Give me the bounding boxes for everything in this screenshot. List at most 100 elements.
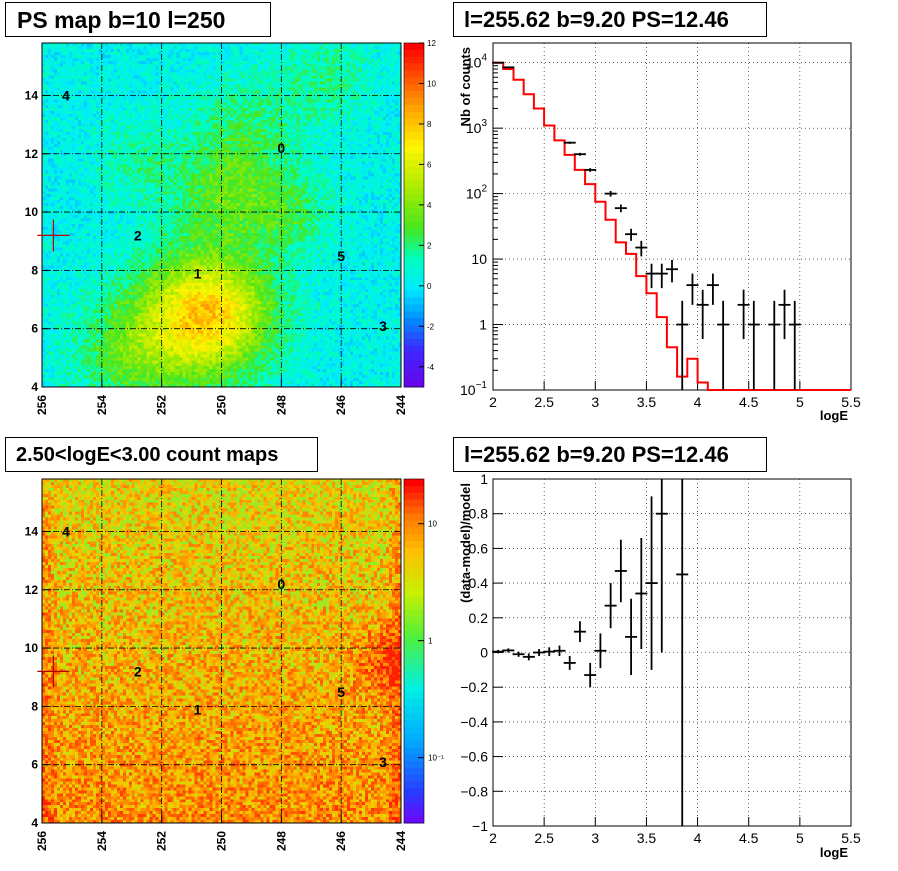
heatmap-cell [317,137,321,142]
heatmap-cell [128,123,133,127]
heatmap-cell [95,75,100,79]
heatmap-cell [167,75,171,79]
heatmap-cell [395,123,399,127]
heatmap-cell [50,69,55,73]
heatmap-cell [71,96,76,100]
heatmap-cell [116,66,121,70]
heatmap-cell [332,96,336,100]
heatmap-cell [77,137,82,142]
heatmap-cell [212,54,216,59]
heatmap-cell [200,69,204,73]
heatmap-cell [320,96,324,100]
heatmap-cell [287,90,291,94]
heatmap-cell [62,51,67,56]
heatmap-cell [239,158,243,162]
heatmap-cell [323,45,327,50]
heatmap-cell [350,123,354,127]
heatmap-cell [170,99,174,103]
heatmap-cell [323,140,327,145]
heatmap-cell [224,69,228,73]
heatmap-cell [335,114,339,118]
heatmap-cell [110,134,115,139]
heatmap-cell [272,87,276,91]
heatmap-cell [65,143,70,148]
heatmap-cell [89,54,94,59]
heatmap-cell [311,143,315,148]
heatmap-cell [290,84,294,88]
heatmap-cell [323,78,327,82]
heatmap-cell [56,48,61,53]
heatmap-cell [200,102,204,106]
heatmap-cell [266,63,270,68]
heatmap-cell [275,134,279,139]
heatmap-cell [344,48,348,53]
heatmap-cell [83,105,88,109]
heatmap-cell [308,84,312,88]
heatmap-cell [353,152,357,156]
heatmap-cell [305,120,309,124]
heatmap-cell [161,123,165,127]
heatmap-cell [131,143,136,148]
heatmap-cell [320,129,324,133]
heatmap-cell [275,66,279,70]
heatmap-cell [116,75,121,79]
heatmap-cell [398,51,402,56]
heatmap-cell [47,75,52,79]
heatmap-cell [62,143,67,148]
heatmap-cell [371,123,375,127]
heatmap-cell [230,84,234,88]
heatmap-cell [302,117,306,121]
heatmap-cell [362,75,366,79]
heatmap-cell [179,108,183,112]
heatmap-cell [287,69,291,73]
heatmap-cell [170,143,174,148]
heatmap-cell [320,69,324,73]
heatmap-cell [290,105,294,109]
heatmap-cell [326,81,330,85]
heatmap-cell [203,108,207,112]
heatmap-cell [149,126,153,130]
heatmap-cell [146,120,150,124]
heatmap-cell [365,84,369,88]
heatmap-cell [269,84,273,88]
heatmap-cell [380,158,384,162]
heatmap-cell [119,131,124,136]
heatmap-cell [386,75,390,79]
heatmap-cell [317,72,321,76]
heatmap-cell [113,120,118,124]
heatmap-cell [368,137,372,142]
heatmap-cell [212,164,216,168]
heatmap-cell [59,143,64,148]
heatmap-cell [239,123,243,127]
heatmap-cell [332,66,336,70]
heatmap-cell [161,54,165,59]
heatmap-cell [44,158,49,162]
heatmap-cell [42,43,46,47]
heatmap-cell [389,117,393,121]
heatmap-cell [311,51,315,56]
heatmap-cell [344,108,348,112]
heatmap-cell [281,43,285,47]
heatmap-cell [233,114,237,118]
heatmap-cell [362,54,366,59]
heatmap-cell [146,155,150,159]
heatmap-cell [80,96,85,100]
heatmap-cell [239,120,243,124]
heatmap-cell [278,114,282,118]
heatmap-cell [104,60,109,65]
heatmap-cell [245,45,249,50]
heatmap-cell [98,158,103,162]
heatmap-cell [230,140,234,145]
heatmap-cell [305,111,309,115]
heatmap-cell [392,149,396,154]
heatmap-cell [59,48,64,53]
heatmap-cell [110,102,115,106]
heatmap-cell [161,158,165,162]
heatmap-cell [389,155,393,159]
heatmap-cell [233,99,237,103]
heatmap-cell [278,108,282,112]
heatmap-cell [116,99,121,103]
heatmap-cell [257,57,261,62]
heatmap-cell [233,129,237,133]
heatmap-cell [176,140,180,145]
